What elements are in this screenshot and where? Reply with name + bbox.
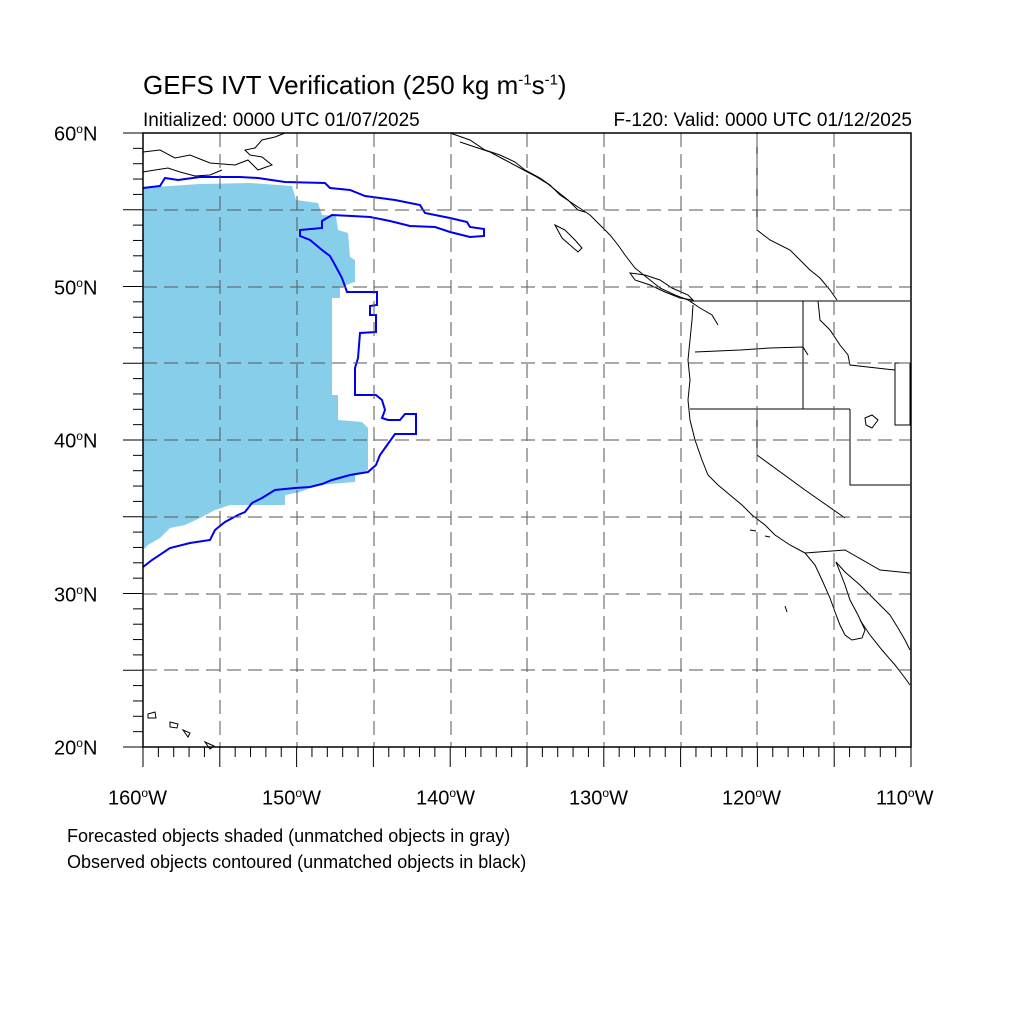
lat-label-60n: 60oN	[54, 122, 98, 146]
lon-label-150w: 150oW	[262, 786, 321, 810]
axis-ticks	[123, 132, 912, 767]
lon-label-140w: 140oW	[416, 786, 475, 810]
valid-time-label: F-120: Valid: 0000 UTC 01/12/2025	[613, 110, 912, 131]
lon-label-160w: 160oW	[108, 786, 167, 810]
lon-label-130w: 130oW	[569, 786, 628, 810]
gridlines	[143, 133, 911, 747]
lat-label-30n: 30oN	[54, 583, 98, 607]
lat-label-20n: 20oN	[54, 736, 98, 760]
forecast-legend-note: Forecasted objects shaded (unmatched obj…	[67, 826, 511, 846]
init-time-label: Initialized: 0000 UTC 01/07/2025	[143, 110, 420, 131]
lat-label-50n: 50oN	[54, 276, 98, 300]
observed-legend-note: Observed objects contoured (unmatched ob…	[67, 852, 527, 872]
coastlines	[142, 132, 911, 750]
observed-object-contour	[142, 176, 485, 568]
lon-label-110w: 110oW	[876, 786, 934, 810]
lat-label-40n: 40oN	[54, 429, 98, 453]
forecast-object-shaded	[143, 183, 368, 550]
lon-label-120w: 120oW	[722, 786, 781, 810]
chart-title: GEFS IVT Verification (250 kg m-1s-1)	[143, 70, 567, 100]
